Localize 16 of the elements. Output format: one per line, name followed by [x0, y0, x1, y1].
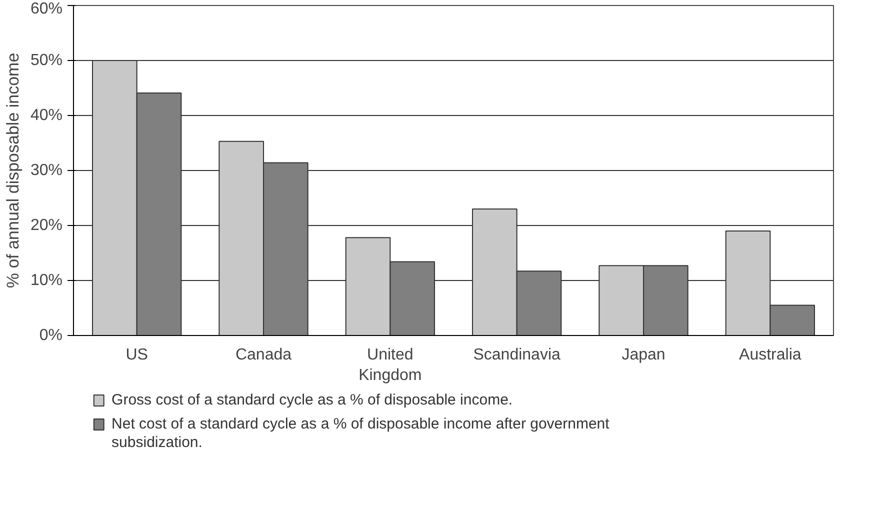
- y-tick-label: 60%: [30, 0, 63, 18]
- x-tick-label: US: [126, 346, 148, 364]
- y-tick-label: 50%: [30, 52, 63, 69]
- y-axis-title: % of annual disposable income: [3, 52, 22, 288]
- x-tick-label: Canada: [235, 346, 292, 364]
- y-tick-label: 10%: [30, 272, 63, 289]
- x-tick-label: Scandinavia: [473, 346, 561, 364]
- x-tick-label: United Kingdom: [358, 346, 422, 384]
- y-tick-label: 40%: [30, 107, 63, 124]
- legend-label: Gross cost of a standard cycle as a % of disposable income.: [112, 392, 513, 408]
- y-tick-label: 30%: [30, 162, 63, 179]
- x-tick-label: Japan: [622, 346, 666, 364]
- legend-label: Net cost of a standard cycle as a % of disposable income after government subsidization.: [112, 416, 610, 452]
- y-tick-label: 0%: [39, 327, 62, 344]
- y-tick-label: 20%: [30, 217, 63, 234]
- x-tick-label: Australia: [739, 346, 802, 364]
